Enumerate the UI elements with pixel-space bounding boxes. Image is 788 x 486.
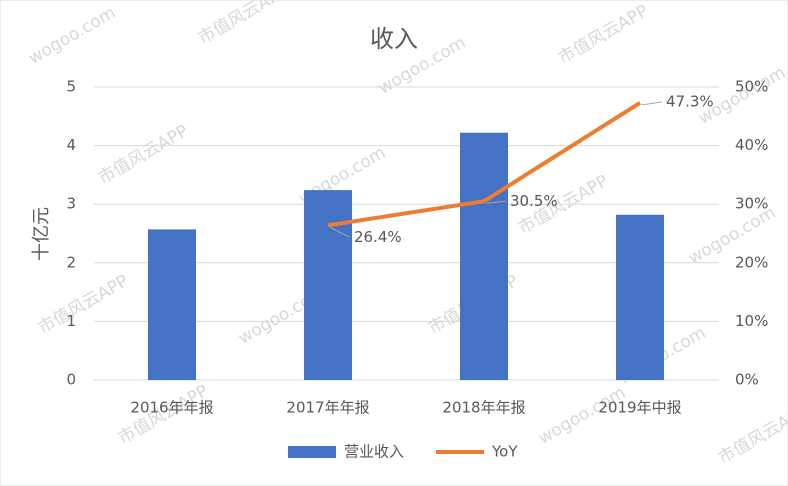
data-label: 30.5%: [510, 192, 558, 210]
y2-tick-label: 50%: [735, 78, 768, 96]
leader-line: [641, 101, 663, 106]
x-tick-label: 2017年年报: [286, 399, 369, 417]
bar: [148, 229, 196, 380]
data-label: 47.3%: [666, 92, 714, 110]
legend-label: 营业收入: [344, 443, 404, 461]
y2-tick-label: 0%: [735, 371, 759, 389]
y-tick-label: 3: [66, 195, 76, 213]
y-tick-label: 0: [66, 371, 76, 389]
y-tick-label: 4: [66, 136, 76, 154]
data-label: 26.4%: [354, 228, 402, 246]
y2-tick-label: 10%: [735, 312, 768, 330]
leader-line: [485, 200, 507, 204]
y2-tick-label: 40%: [735, 136, 768, 154]
y-tick-label: 5: [66, 78, 76, 96]
x-tick-label: 2016年年报: [130, 399, 213, 417]
bar: [460, 132, 508, 380]
legend-label: YoY: [491, 443, 518, 461]
chart-title: 收入: [370, 25, 418, 53]
x-tick-label: 2019年中报: [598, 399, 681, 417]
y2-tick-label: 20%: [735, 253, 768, 271]
y-tick-label: 2: [66, 253, 76, 271]
leader-line: [329, 226, 351, 238]
y-axis-label: 十亿元: [31, 207, 52, 261]
y2-tick-label: 30%: [735, 195, 768, 213]
x-tick-label: 2018年年报: [442, 399, 525, 417]
legend-swatch: [288, 446, 336, 458]
line: [327, 101, 642, 228]
y-tick-label: 1: [66, 312, 76, 330]
bar: [616, 214, 664, 380]
bar: [304, 190, 352, 380]
